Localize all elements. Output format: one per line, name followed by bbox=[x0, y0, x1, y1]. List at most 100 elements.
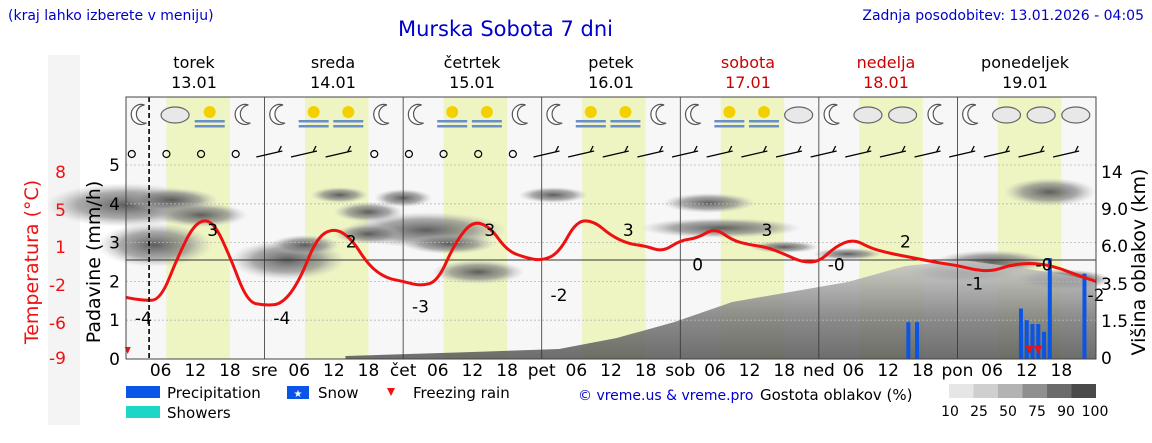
cloud-density-level: 100 bbox=[1082, 404, 1109, 420]
precipitation-bar bbox=[1036, 324, 1041, 359]
x-tick-label: 18 bbox=[635, 361, 657, 381]
wind-barb-icon bbox=[624, 145, 629, 153]
x-tick-label: 12 bbox=[877, 361, 899, 381]
fog-icon bbox=[714, 120, 745, 123]
wind-barb-icon bbox=[567, 150, 595, 158]
precipitation-bar bbox=[1082, 273, 1087, 359]
wind-barb-icon bbox=[277, 145, 282, 153]
wind-barb-icon bbox=[1074, 145, 1079, 153]
cloud-blob bbox=[270, 235, 340, 255]
fog-icon bbox=[714, 125, 745, 128]
wind-barb-icon bbox=[554, 145, 560, 153]
wind-barb-icon bbox=[347, 145, 352, 153]
precip-tick-label: 4 bbox=[109, 195, 120, 215]
wind-barb-icon bbox=[949, 150, 976, 158]
x-axis-ticks: 06 12 18 sre 06 12 18 čet 06 12 18 pet 06 12 18 sob 06 12… bbox=[150, 361, 1072, 381]
fog-icon bbox=[437, 125, 468, 128]
fog-icon bbox=[194, 120, 225, 123]
cloud-density-swatch bbox=[1071, 384, 1096, 398]
legend-precip-label: Precipitation bbox=[167, 384, 261, 402]
precipitation-bar bbox=[1030, 324, 1035, 359]
moon-icon bbox=[823, 103, 840, 126]
temp-tick-label: 5 bbox=[55, 201, 66, 221]
cloud-blob bbox=[1003, 178, 1096, 206]
cloud-blob bbox=[432, 260, 525, 284]
wind-barb-icon bbox=[1018, 150, 1045, 158]
x-tick-label: 06 bbox=[150, 361, 172, 381]
x-tick-label: 06 bbox=[427, 361, 449, 381]
precip-tick-label: 2 bbox=[109, 272, 120, 292]
cloud-density-level: 75 bbox=[1028, 404, 1046, 420]
wind-barb-icon bbox=[1039, 145, 1045, 153]
cloud-blob bbox=[749, 241, 819, 253]
temperature-label: 3 bbox=[761, 221, 772, 241]
moon-icon bbox=[234, 103, 251, 126]
moon-icon bbox=[373, 103, 390, 126]
calm-wind-icon bbox=[439, 149, 448, 159]
fog-icon bbox=[194, 125, 225, 128]
x-tick-label: 18 bbox=[773, 361, 795, 381]
day-header: petek 16.01 bbox=[588, 53, 634, 92]
wind-barb-icon bbox=[810, 150, 837, 158]
wind-barb-icon bbox=[797, 145, 802, 153]
temp-tick-label: -6 bbox=[49, 314, 66, 334]
calm-wind-icon bbox=[196, 149, 206, 159]
precip-tick-label: 5 bbox=[109, 156, 120, 176]
x-tick-label: 06 bbox=[566, 361, 588, 381]
daytime-band bbox=[582, 97, 646, 359]
fog-icon bbox=[437, 120, 468, 123]
day-header: ponedeljek 19.01 bbox=[981, 53, 1069, 92]
day-header: sreda 14.01 bbox=[310, 53, 356, 92]
cloud-density-swatch bbox=[998, 384, 1023, 398]
plot-frame bbox=[125, 96, 1097, 360]
moon-icon bbox=[927, 103, 944, 126]
cloud-icon bbox=[991, 106, 1022, 124]
sun-icon bbox=[758, 106, 771, 118]
cloud-density-swatch bbox=[1047, 384, 1072, 398]
x-tick-label: 06 bbox=[288, 361, 310, 381]
fog-icon bbox=[471, 120, 502, 123]
wind-barb-icon bbox=[970, 145, 975, 153]
wind-barb-icon bbox=[671, 150, 699, 158]
fog-icon bbox=[298, 120, 329, 123]
temperature-label: -1 bbox=[966, 275, 983, 295]
precip-tick-label: 1 bbox=[109, 311, 120, 331]
y-axes: 0 1 2 3 4 5 -9 -6 -2 1 5 8 0 1.5 3.5 6.0 9.0 14 bbox=[49, 156, 1128, 370]
precipitation-bar bbox=[1042, 331, 1047, 359]
cloud-blob bbox=[639, 218, 802, 238]
x-tick-label: 18 bbox=[358, 361, 380, 381]
temperature-axis-band bbox=[48, 55, 80, 425]
temp-tick-label: -9 bbox=[49, 349, 66, 369]
cloud-density-level: 50 bbox=[999, 404, 1017, 420]
sun-icon bbox=[342, 106, 355, 118]
x-tick-label: 12 bbox=[323, 361, 345, 381]
wind-barb-icon bbox=[762, 145, 767, 153]
wind-barb-icon bbox=[637, 150, 664, 158]
wind-barb-icon bbox=[728, 145, 733, 153]
copyright: © vreme.us & vreme.pro bbox=[578, 388, 753, 404]
cloud-icon bbox=[784, 106, 814, 124]
temp-tick-label: -2 bbox=[49, 276, 66, 296]
x-tick-label: pet bbox=[528, 361, 556, 381]
wind-barb-icon bbox=[1052, 150, 1080, 158]
x-tick-label: 12 bbox=[739, 361, 761, 381]
cloud-height-tick-label: 9.0 bbox=[1101, 200, 1128, 220]
precipitation-bar bbox=[1018, 308, 1023, 359]
wind-barbs bbox=[127, 145, 1080, 159]
cloud-density-swatch bbox=[949, 384, 974, 398]
temperature-line bbox=[125, 219, 1097, 307]
legend-precip-swatch bbox=[126, 386, 160, 398]
cloud-density-swatch bbox=[1022, 384, 1047, 398]
wind-barb-icon bbox=[983, 150, 1010, 158]
wind-barb-icon bbox=[901, 145, 906, 153]
x-tick-label: ned bbox=[803, 361, 835, 381]
temperature-label: -0 bbox=[828, 255, 845, 275]
moon-icon bbox=[130, 103, 147, 126]
fog-icon bbox=[610, 125, 641, 128]
wind-barb-icon bbox=[1005, 145, 1010, 153]
moon-icon bbox=[962, 103, 979, 126]
legend-snow-label: Snow bbox=[318, 384, 358, 402]
calm-wind-icon bbox=[127, 149, 136, 159]
precip-tick-label: 3 bbox=[109, 234, 120, 254]
